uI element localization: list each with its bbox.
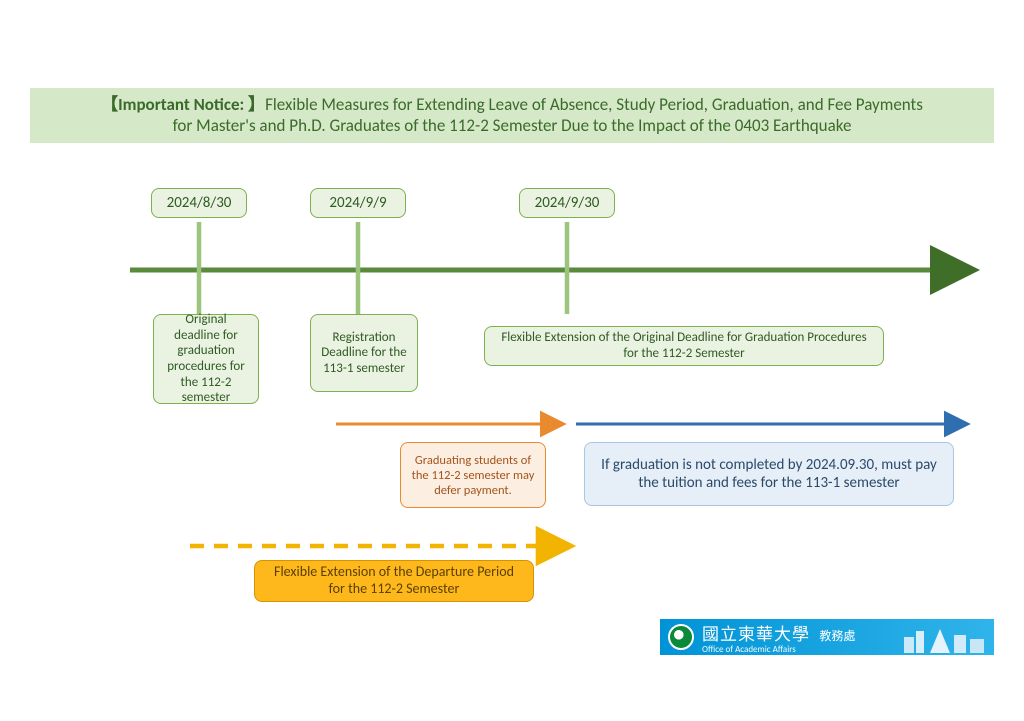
- footer-banner: 國立柬華大學 教務處 Office of Academic Affairs: [660, 619, 994, 655]
- date-box-0: 2024/8/30: [151, 188, 247, 218]
- orange-box: Graduating students of the 112-2 semeste…: [400, 442, 546, 508]
- green-box-1: Registration Deadline for the 113-1 seme…: [310, 314, 418, 392]
- footer-dept-en: Office of Academic Affairs: [702, 645, 855, 654]
- footer-dept-zh: 教務處: [819, 630, 855, 644]
- green-box-0: Original deadline for graduation procedu…: [153, 314, 259, 404]
- green-box-2: Flexible Extension of the Original Deadl…: [484, 326, 884, 366]
- footer-text: 國立柬華大學 教務處 Office of Academic Affairs: [702, 620, 855, 654]
- footer-org: 國立柬華大學: [702, 620, 810, 645]
- date-box-2: 2024/9/30: [519, 188, 615, 218]
- buildings-icon: [900, 623, 990, 653]
- university-seal-icon: [668, 624, 694, 650]
- blue-box: If graduation is not completed by 2024.0…: [584, 442, 954, 506]
- yellow-box: Flexible Extension of the Departure Peri…: [254, 560, 534, 602]
- date-box-1: 2024/9/9: [310, 188, 406, 218]
